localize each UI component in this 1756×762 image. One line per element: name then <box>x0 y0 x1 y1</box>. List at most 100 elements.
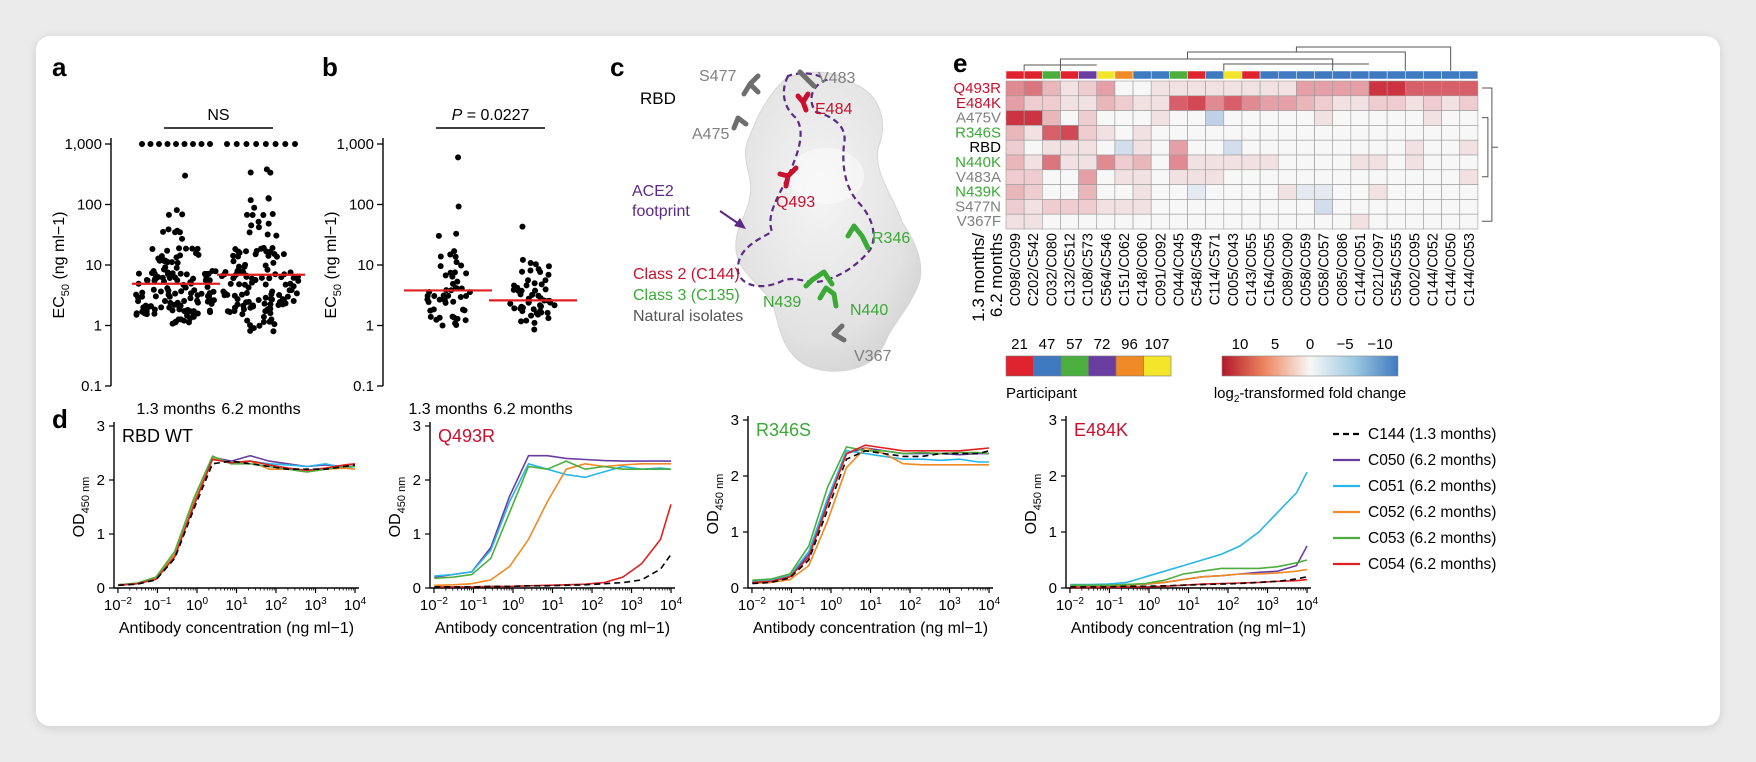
heatmap-cell <box>1187 169 1206 185</box>
heatmap-cell <box>1405 213 1424 230</box>
data-point <box>253 248 260 255</box>
heatmap-cell <box>1386 95 1406 111</box>
heatmap-cell <box>1078 184 1098 200</box>
y-tick-label: 2 <box>413 472 421 489</box>
data-point <box>206 307 213 314</box>
data-point <box>519 268 526 275</box>
heatmap-cell <box>1332 184 1352 200</box>
data-point <box>187 295 194 302</box>
data-point <box>194 297 201 304</box>
data-point <box>139 141 145 147</box>
data-point <box>507 300 514 307</box>
heatmap-cell <box>1205 154 1225 171</box>
row-axis-label: 1.3 months/ <box>969 233 988 322</box>
y-tick-label: 1 <box>413 526 421 543</box>
data-point <box>177 270 184 277</box>
data-point <box>450 298 457 305</box>
curve-c051 <box>118 457 356 586</box>
residue-label-v367: V367 <box>854 348 891 365</box>
heatmap-cell <box>1314 154 1334 171</box>
data-point <box>453 259 460 266</box>
heatmap-cell <box>1314 213 1334 230</box>
heatmap-cell <box>1223 95 1243 111</box>
data-point <box>545 271 552 278</box>
column-label: C164/C055 <box>1262 233 1278 306</box>
heatmap-cell <box>1205 199 1225 215</box>
heatmap-cell <box>1132 139 1152 156</box>
participant-cell <box>1005 70 1025 80</box>
data-point <box>531 319 538 326</box>
data-point <box>532 287 539 294</box>
heatmap-cell <box>1005 125 1025 141</box>
data-point <box>510 286 517 293</box>
heatmap-cell <box>1132 199 1152 215</box>
panel-label-c: c <box>610 52 624 82</box>
heatmap-cell <box>1296 199 1315 215</box>
participant-cell <box>1223 70 1243 80</box>
heatmap-cell <box>1350 184 1370 200</box>
participant-cell <box>1042 70 1061 80</box>
participant-legend-number: 47 <box>1039 336 1056 353</box>
data-point <box>194 310 201 317</box>
heatmap-cell <box>1405 199 1424 215</box>
y-tick-label: 2 <box>731 468 739 485</box>
x-tick-label: 100 <box>820 596 843 614</box>
participant-cell <box>1205 70 1225 80</box>
heatmap-cell <box>1223 199 1243 215</box>
data-point <box>437 263 444 270</box>
heatmap-cell <box>1114 169 1134 185</box>
heatmap-cell <box>1060 199 1079 215</box>
data-point <box>542 277 549 284</box>
heatmap-cell <box>1096 154 1116 171</box>
heatmap-cell <box>1005 184 1025 200</box>
colorbar-tick-label: 0 <box>1306 336 1314 353</box>
data-point <box>160 228 167 235</box>
heatmap-cell <box>1114 80 1134 97</box>
x-tick-label: 102 <box>265 596 288 614</box>
participant-cell <box>1150 70 1170 80</box>
heatmap-cell <box>1078 199 1098 215</box>
heatmap-cell <box>1423 184 1442 200</box>
data-point <box>166 293 173 300</box>
data-point <box>201 270 208 277</box>
heatmap-cell <box>1386 110 1406 126</box>
column-label: C089/C090 <box>1280 233 1296 306</box>
data-point <box>264 231 271 238</box>
heatmap-cell <box>1150 125 1170 141</box>
heatmap-cell <box>1314 125 1334 141</box>
participant-cell <box>1278 70 1297 80</box>
data-point <box>195 251 202 258</box>
curve-c053 <box>118 455 355 586</box>
column-label: C554/C555 <box>1389 233 1405 306</box>
heatmap-cell <box>1132 213 1152 230</box>
data-point <box>150 286 157 293</box>
column-label: C091/C092 <box>1153 233 1169 306</box>
legend-label: C053 (6.2 months) <box>1368 530 1496 547</box>
data-point <box>262 141 269 147</box>
heatmap-cell <box>1441 213 1461 230</box>
heatmap-cell <box>1241 139 1261 156</box>
heatmap-cell <box>1368 199 1388 215</box>
y-tick-label: 10 <box>85 257 102 274</box>
y-tick-label: 1 <box>731 524 739 541</box>
heatmap-cell <box>1423 154 1442 171</box>
data-point <box>231 304 238 311</box>
data-point <box>176 245 183 252</box>
heatmap-cell <box>1296 110 1315 126</box>
curve-c052 <box>118 456 356 586</box>
data-point <box>172 290 179 297</box>
data-point <box>245 298 252 305</box>
data-point <box>290 297 297 304</box>
x-category-label: 1.3 months <box>408 401 487 418</box>
x-tick-label: 10−2 <box>738 596 767 614</box>
heatmap-cell <box>1423 110 1442 126</box>
heatmap-cell <box>1041 169 1061 185</box>
data-point <box>439 322 446 329</box>
heatmap-cell <box>1078 213 1098 230</box>
data-point <box>143 308 150 315</box>
heatmap-cell <box>1459 199 1479 215</box>
heatmap-cell <box>1132 110 1152 126</box>
heatmap-cell <box>1041 125 1061 141</box>
x-tick-label: 10−1 <box>1095 596 1124 614</box>
column-label: C002/C095 <box>1407 233 1423 306</box>
